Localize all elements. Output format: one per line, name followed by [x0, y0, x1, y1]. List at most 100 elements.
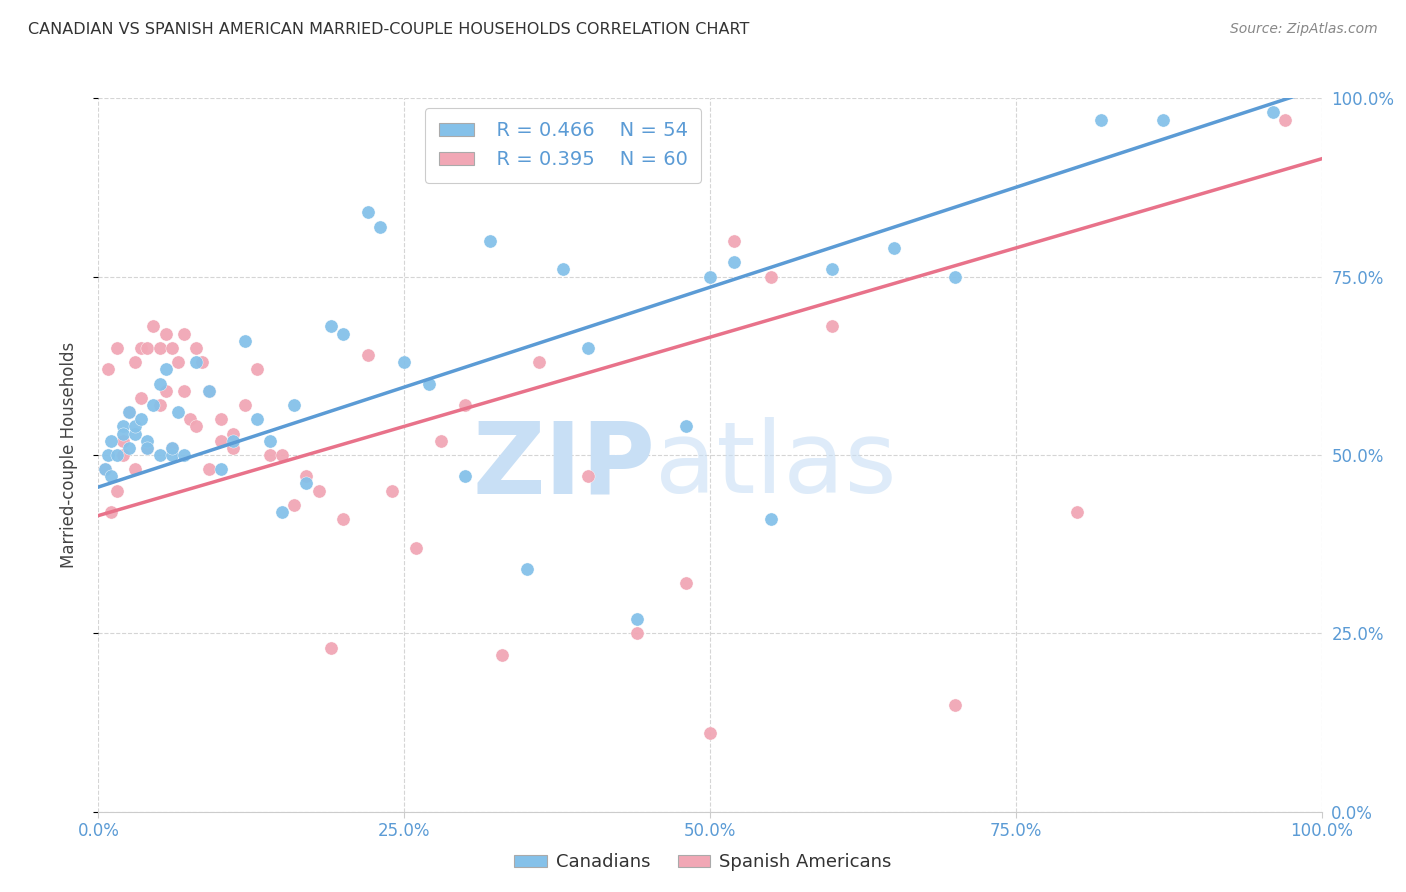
Point: [124, 462, 146, 476]
Point: [1090, 112, 1112, 127]
Point: [179, 412, 201, 426]
Point: [209, 434, 232, 448]
Legend:   R = 0.466    N = 54,   R = 0.395    N = 60: R = 0.466 N = 54, R = 0.395 N = 60: [425, 108, 702, 183]
Point: [167, 405, 190, 419]
Text: atlas: atlas: [655, 417, 897, 514]
Point: [405, 541, 427, 555]
Point: [222, 426, 245, 441]
Point: [295, 476, 318, 491]
Point: [197, 384, 219, 398]
Point: [173, 326, 195, 341]
Point: [149, 398, 172, 412]
Point: [356, 205, 378, 219]
Point: [97, 362, 120, 376]
Legend: Canadians, Spanish Americans: Canadians, Spanish Americans: [508, 847, 898, 879]
Point: [155, 326, 177, 341]
Point: [295, 469, 318, 483]
Point: [97, 448, 120, 462]
Point: [129, 412, 152, 426]
Point: [136, 441, 159, 455]
Point: [209, 412, 232, 426]
Point: [111, 419, 134, 434]
Point: [699, 726, 721, 740]
Point: [308, 483, 330, 498]
Point: [129, 391, 152, 405]
Point: [392, 355, 416, 369]
Point: [943, 269, 966, 284]
Point: [270, 448, 294, 462]
Point: [105, 341, 128, 355]
Point: [93, 462, 115, 476]
Point: [381, 483, 404, 498]
Point: [430, 434, 453, 448]
Point: [246, 412, 269, 426]
Point: [418, 376, 440, 391]
Point: [675, 576, 697, 591]
Point: [478, 234, 501, 248]
Point: [142, 319, 165, 334]
Y-axis label: Married-couple Households: Married-couple Households: [59, 342, 77, 568]
Point: [259, 448, 281, 462]
Point: [124, 355, 146, 369]
Text: ZIP: ZIP: [472, 417, 655, 514]
Point: [118, 441, 141, 455]
Point: [761, 512, 783, 526]
Point: [149, 341, 172, 355]
Point: [105, 448, 128, 462]
Point: [160, 341, 183, 355]
Point: [233, 398, 256, 412]
Point: [142, 398, 165, 412]
Point: [136, 441, 159, 455]
Point: [515, 562, 537, 576]
Point: [191, 355, 214, 369]
Point: [197, 384, 219, 398]
Point: [761, 269, 783, 284]
Point: [222, 434, 245, 448]
Point: [270, 505, 294, 519]
Point: [111, 434, 134, 448]
Point: [118, 405, 141, 419]
Point: [111, 448, 134, 462]
Point: [883, 241, 905, 255]
Point: [197, 462, 219, 476]
Point: [626, 626, 648, 640]
Point: [186, 419, 208, 434]
Point: [186, 355, 208, 369]
Point: [368, 219, 391, 234]
Point: [821, 262, 844, 277]
Text: CANADIAN VS SPANISH AMERICAN MARRIED-COUPLE HOUSEHOLDS CORRELATION CHART: CANADIAN VS SPANISH AMERICAN MARRIED-COU…: [28, 22, 749, 37]
Point: [454, 398, 477, 412]
Point: [319, 319, 342, 334]
Point: [1274, 112, 1296, 127]
Point: [160, 441, 183, 455]
Point: [124, 426, 146, 441]
Point: [626, 612, 648, 626]
Point: [100, 434, 122, 448]
Point: [1261, 105, 1284, 120]
Point: [233, 334, 256, 348]
Point: [149, 448, 172, 462]
Point: [283, 398, 305, 412]
Point: [332, 326, 354, 341]
Point: [124, 419, 146, 434]
Point: [332, 512, 354, 526]
Point: [1066, 505, 1088, 519]
Point: [93, 462, 115, 476]
Point: [160, 441, 183, 455]
Point: [118, 405, 141, 419]
Text: Source: ZipAtlas.com: Source: ZipAtlas.com: [1230, 22, 1378, 37]
Point: [155, 362, 177, 376]
Point: [576, 469, 599, 483]
Point: [129, 341, 152, 355]
Point: [105, 483, 128, 498]
Point: [136, 434, 159, 448]
Point: [723, 234, 745, 248]
Point: [173, 384, 195, 398]
Point: [100, 469, 122, 483]
Point: [283, 498, 305, 512]
Point: [319, 640, 342, 655]
Point: [1152, 112, 1174, 127]
Point: [222, 441, 245, 455]
Point: [553, 262, 575, 277]
Point: [356, 348, 378, 362]
